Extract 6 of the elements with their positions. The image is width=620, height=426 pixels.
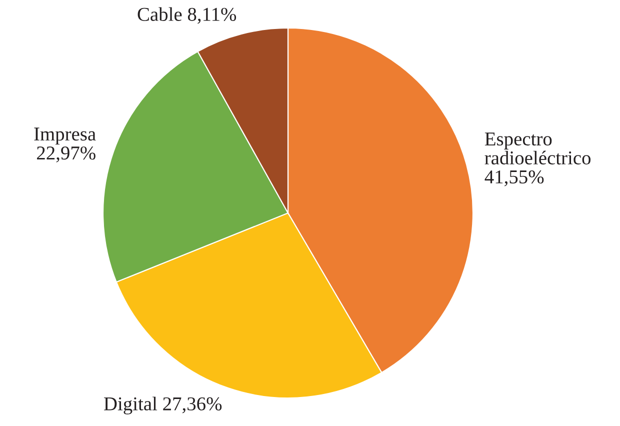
slice-label: Espectro radioeléctrico — [484, 132, 591, 165]
data-label: 41,55% — [484, 170, 544, 186]
slice-label: Impresa — [34, 128, 96, 145]
slice-label: Digital 27,36% — [104, 396, 222, 414]
data-label: 22,97% — [37, 146, 96, 162]
slice-label: Cable 8,11% — [138, 7, 236, 24]
